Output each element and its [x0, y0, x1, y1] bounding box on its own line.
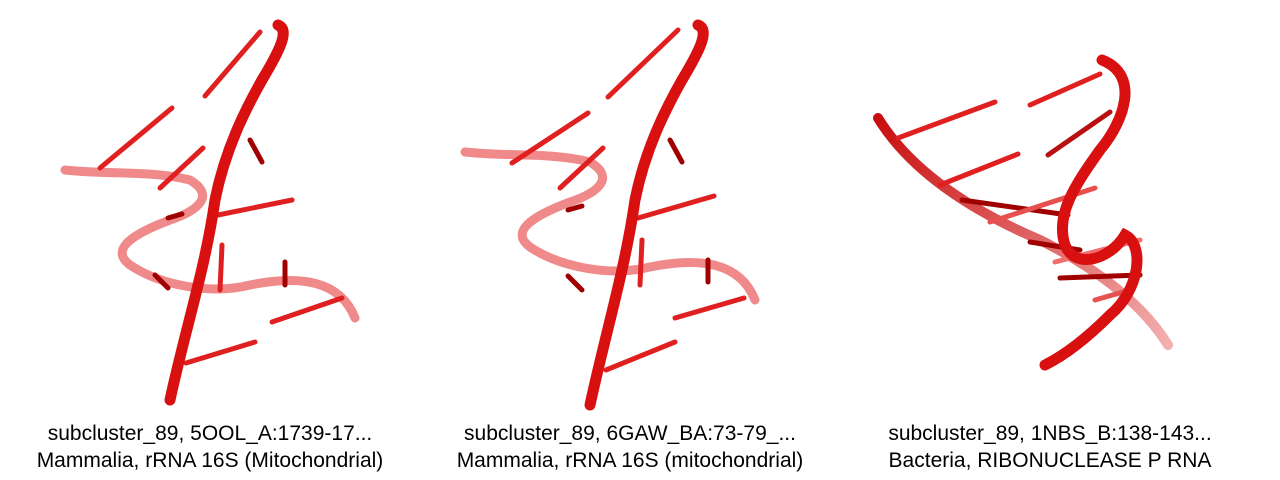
caption-line-1: subcluster_89, 5OOL_A:1739-17... — [47, 422, 373, 445]
rna-structure-render-1 — [60, 19, 360, 406]
panel-caption: subcluster_89, 5OOL_A:1739-17... Mammali… — [0, 420, 420, 474]
caption-line-1: subcluster_89, 1NBS_B:138-143... — [888, 422, 1212, 445]
caption-line-2: Mammalia, rRNA 16S (Mitochondrial) — [36, 449, 384, 472]
caption-line-2: Bacteria, RIBONUCLEASE P RNA — [888, 449, 1212, 472]
structure-panel-2: subcluster_89, 6GAW_BA:73-79_... Mammali… — [420, 0, 840, 480]
rna-structure-render-3 — [873, 54, 1173, 371]
structure-panel-3: subcluster_89, 1NBS_B:138-143... Bacteri… — [840, 0, 1260, 480]
rna-structure-render-2 — [460, 19, 760, 411]
panel-caption: subcluster_89, 1NBS_B:138-143... Bacteri… — [840, 420, 1260, 474]
caption-line-2: Mammalia, rRNA 16S (mitochondrial) — [456, 449, 804, 472]
caption-line-1: subcluster_89, 6GAW_BA:73-79_... — [464, 422, 796, 445]
panel-caption: subcluster_89, 6GAW_BA:73-79_... Mammali… — [420, 420, 840, 474]
structure-panel-1: subcluster_89, 5OOL_A:1739-17... Mammali… — [0, 0, 420, 480]
